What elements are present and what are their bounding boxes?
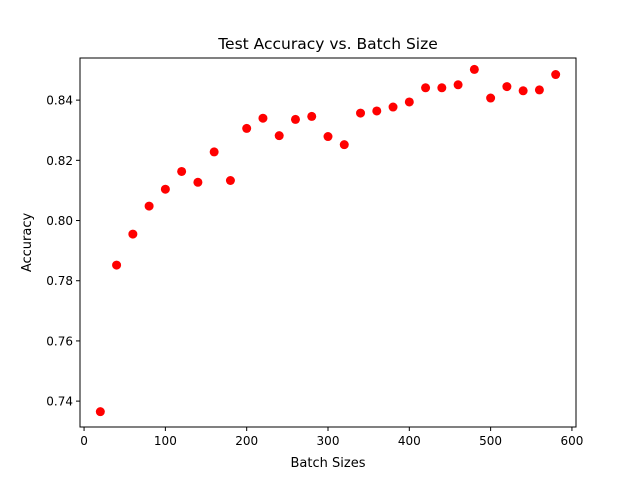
x-tick-label: 300 [317, 434, 340, 448]
data-point [258, 113, 268, 123]
data-point [193, 177, 203, 187]
data-points [95, 64, 561, 417]
x-tick-label: 100 [154, 434, 177, 448]
x-axis-label: Batch Sizes [291, 456, 366, 471]
data-point [177, 166, 187, 176]
data-point [323, 132, 333, 142]
x-tick-label: 200 [235, 434, 258, 448]
data-point [307, 111, 317, 121]
data-point [144, 201, 154, 211]
y-axis-ticks: 0.74 0.76 0.78 0.80 0.82 0.84 [46, 94, 80, 409]
data-point [404, 97, 414, 107]
data-point [486, 93, 496, 103]
y-axis-label: Accuracy [20, 213, 35, 273]
data-point [534, 85, 544, 95]
data-point [95, 407, 105, 417]
y-tick-label: 0.74 [46, 395, 73, 409]
x-tick-label: 0 [80, 434, 88, 448]
x-tick-label: 600 [560, 434, 583, 448]
y-tick-label: 0.78 [46, 274, 73, 288]
data-point [469, 64, 479, 74]
x-tick-label: 400 [398, 434, 421, 448]
y-tick-label: 0.84 [46, 94, 73, 108]
data-point [339, 140, 349, 150]
data-point [356, 108, 366, 118]
y-tick-label: 0.80 [46, 214, 73, 228]
data-point [518, 86, 528, 96]
data-point [551, 70, 561, 80]
data-point [160, 184, 170, 194]
data-point [274, 131, 284, 141]
data-point [225, 175, 235, 185]
data-point [388, 102, 398, 112]
data-point [290, 114, 300, 124]
plot-area-frame [79, 57, 577, 428]
data-point [242, 123, 252, 133]
chart-title: Test Accuracy vs. Batch Size [217, 35, 438, 53]
data-point [437, 83, 447, 93]
y-tick-label: 0.76 [46, 334, 73, 348]
data-point [421, 83, 431, 93]
data-point [209, 147, 219, 157]
x-tick-label: 500 [479, 434, 502, 448]
data-point [453, 80, 463, 90]
data-point [502, 82, 512, 92]
data-point [128, 229, 138, 239]
data-point [372, 106, 382, 116]
data-point [112, 260, 122, 270]
y-tick-label: 0.82 [46, 154, 73, 168]
x-axis-ticks: 0 100 200 300 400 500 600 [80, 427, 583, 448]
